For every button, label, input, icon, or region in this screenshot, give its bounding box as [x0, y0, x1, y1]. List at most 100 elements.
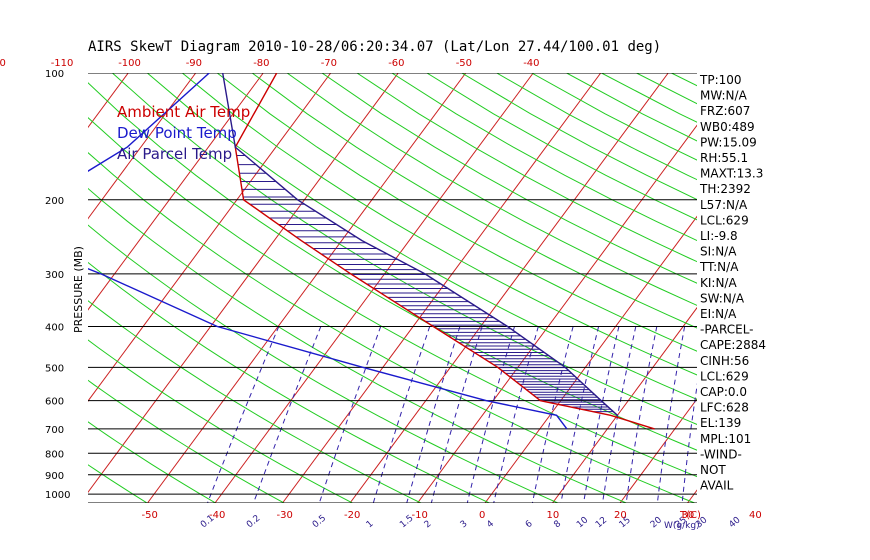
dry-adiabat-line [426, 73, 697, 221]
parameter-item: MAXT:13.3 [700, 167, 763, 181]
top-temp-tick-label: -120 [0, 58, 6, 69]
dry-adiabat-line [0, 73, 10, 503]
parameter-item: TH:2392 [699, 182, 751, 196]
parameter-item: LFC:628 [700, 401, 749, 415]
mixing-ratio-line [560, 326, 600, 503]
parameter-item: CAPE:2884 [700, 338, 766, 352]
parameter-item: SI:N/A [700, 245, 737, 259]
bottom-temp-tick-label: -10 [412, 510, 428, 521]
mixing-ratio-tick-label: 3 [459, 519, 470, 530]
dry-adiabat-line [88, 187, 627, 503]
pressure-tick-label: 900 [45, 471, 64, 482]
parameter-item: PW:15.09 [700, 135, 757, 149]
dry-adiabat-line [88, 224, 559, 503]
pressure-tick-label: 200 [45, 196, 64, 207]
dry-adiabat-line [321, 73, 697, 284]
mixing-ratio-tick-label: 2 [423, 519, 434, 530]
dry-adiabat-lines [0, 73, 870, 503]
parameter-item: TP:100 [699, 73, 742, 87]
dry-adiabat-line [88, 379, 285, 503]
isotherm-line [619, 398, 697, 503]
bottom-axis-label: T(C) [679, 510, 701, 521]
dry-adiabat-line [776, 73, 870, 503]
series-line-air-parcel-temp [222, 73, 618, 416]
bottom-temp-tick-label: 30 [682, 510, 695, 521]
parameter-item: MPL:101 [700, 432, 751, 446]
legend-entry: Dew Point Temp [117, 124, 237, 142]
mixing-ratio-line [318, 326, 382, 503]
isotherm-line [755, 73, 870, 503]
isobar-lines [88, 73, 697, 503]
top-temp-tick-label: -60 [388, 58, 404, 69]
pressure-tick-label: 800 [45, 449, 64, 460]
mixing-ratio-line [681, 382, 697, 503]
mixing-ratio-lines [207, 326, 697, 503]
mixing-ratio-tick-label: 0.5 [311, 513, 328, 530]
dry-adiabat-line [461, 73, 697, 201]
mixing-ratio-line [656, 326, 686, 503]
isotherm-line [552, 306, 697, 503]
mixing-ratio-line [583, 326, 620, 503]
legend-entry: Air Parcel Temp [117, 145, 232, 163]
plot-area [0, 73, 870, 503]
pressure-tick-label: 1000 [45, 490, 70, 501]
mixing-ratio-line [406, 326, 461, 503]
parameter-item: L57:N/A [700, 198, 748, 212]
parameter-item: WB0:489 [700, 120, 755, 134]
isotherm-line [823, 73, 870, 503]
top-temp-tick-label: -50 [456, 58, 472, 69]
isotherm-line [484, 215, 697, 503]
dry-adiabat-line [0, 73, 79, 503]
isotherm-line [147, 73, 467, 503]
legend: Ambient Air Temp Dew Point Temp Air Parcel… [117, 103, 250, 163]
cape-hatching [236, 154, 614, 413]
parameter-item: SW:N/A [700, 291, 745, 305]
mixing-ratio-line [372, 326, 431, 503]
mixing-ratio-tick-label: 6 [524, 519, 535, 531]
mixing-ratio-tick-label: 1 [365, 519, 376, 530]
dry-adiabat-line [88, 152, 695, 503]
mixing-ratio-tick-label: 40 [727, 515, 742, 530]
isotherm-line [88, 73, 197, 220]
top-temp-tick-label: -110 [51, 58, 74, 69]
mixing-ratio-line [625, 326, 658, 503]
parameter-item: TT:N/A [699, 260, 739, 274]
parameter-item: LCL:629 [700, 369, 749, 383]
mixing-ratio-tick-label: 12 [594, 515, 609, 530]
mixing-ratio-tick-label: 4 [485, 519, 496, 531]
isotherm-line [88, 73, 399, 494]
mixing-ratio-line [253, 326, 322, 503]
mixing-ratio-tick-label: 20 [649, 515, 664, 530]
pressure-tick-label: 700 [45, 425, 64, 436]
top-temp-tick-label: -90 [186, 58, 202, 69]
dry-adiabat-line [88, 82, 697, 451]
top-temp-tick-label: -100 [118, 58, 141, 69]
isotherm-line [88, 73, 332, 402]
top-temperature-axis: -120 -110 -100 -90 -80 -70 -60 -50 -40 [0, 58, 540, 69]
dry-adiabat-line [88, 300, 422, 503]
parameter-item: RH:55.1 [700, 151, 748, 165]
dry-adiabat-line [251, 73, 697, 329]
bottom-temp-tick-label: 20 [614, 510, 627, 521]
dry-adiabat-line [216, 73, 697, 352]
parameter-item: FRZ:607 [700, 104, 750, 118]
top-temp-tick-label: -40 [523, 58, 539, 69]
pressure-tick-label: 400 [45, 323, 64, 334]
dry-adiabat-line [146, 73, 697, 400]
dry-adiabat-line [811, 73, 870, 503]
mixing-ratio-line [430, 326, 483, 503]
parameter-item: CINH:56 [700, 354, 749, 368]
mixing-ratio-tick-label: 10 [575, 515, 590, 530]
dry-adiabat-line [88, 421, 216, 503]
series-line-dew-point-temp [88, 73, 568, 430]
top-temp-tick-label: -80 [253, 58, 269, 69]
dry-adiabat-line [356, 73, 697, 263]
isotherm-line [88, 73, 264, 311]
bottom-temp-tick-label: 0 [479, 510, 485, 521]
dry-adiabat-line [88, 261, 490, 503]
mixing-ratio-tick-label: 8 [552, 519, 563, 531]
mixing-ratio-tick-label: 0.2 [245, 513, 262, 530]
pressure-tick-label: 600 [45, 397, 64, 408]
top-temp-tick-label: -70 [321, 58, 337, 69]
